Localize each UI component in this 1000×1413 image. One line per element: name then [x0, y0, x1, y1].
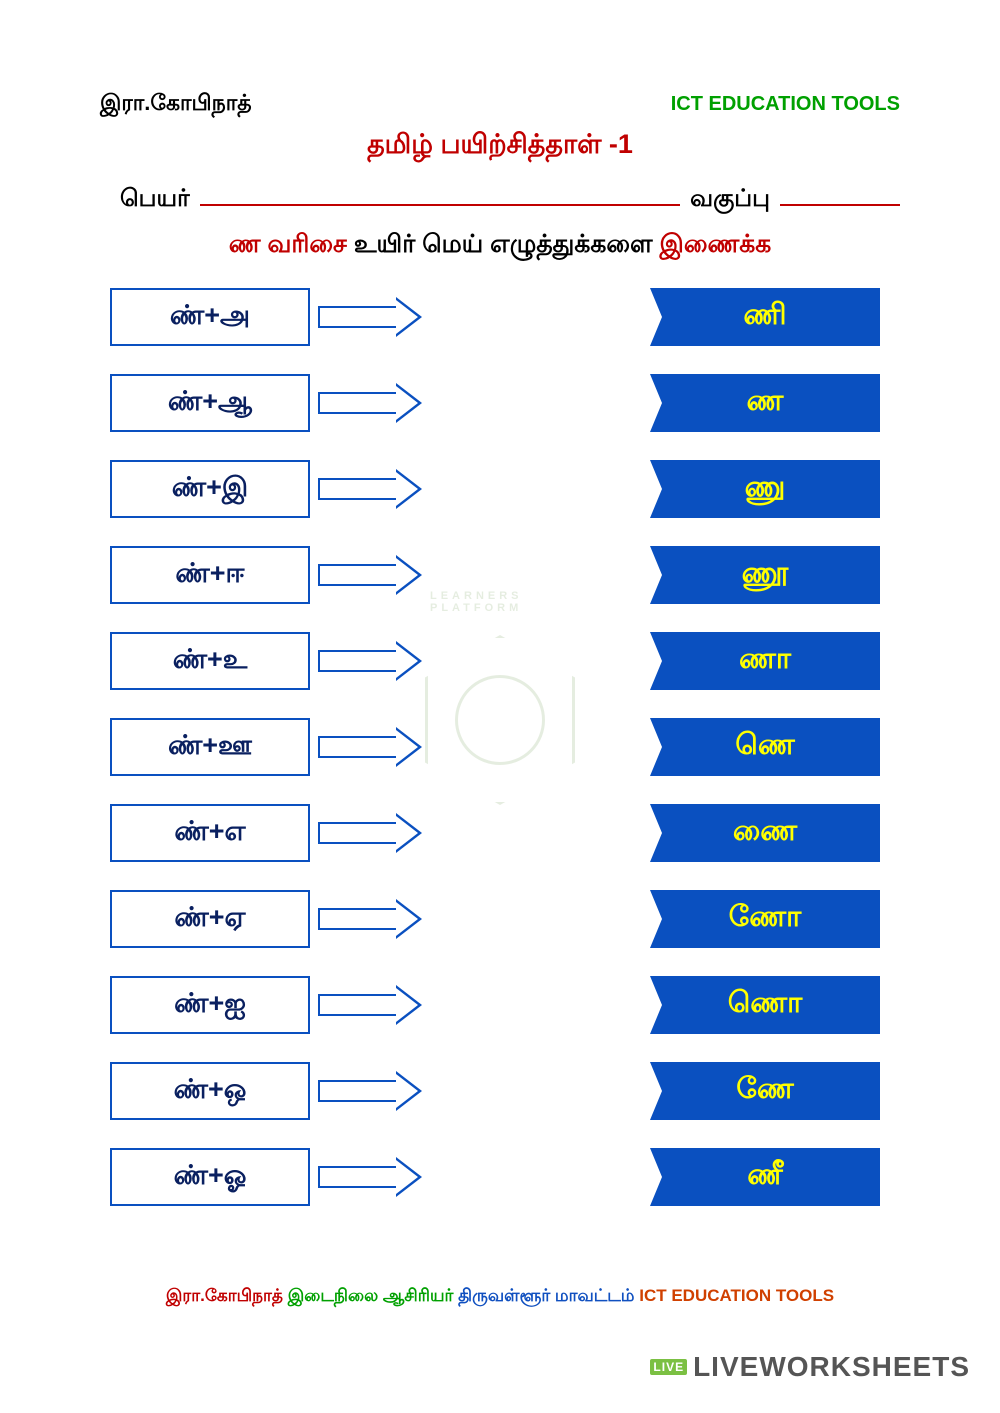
footer-brand: ICT EDUCATION TOOLS: [639, 1286, 834, 1305]
left-combination-box[interactable]: ண்+இ: [110, 460, 310, 518]
right-answer-box[interactable]: ணீ: [650, 1148, 880, 1206]
match-row: ண்+ஐ ணொ: [110, 975, 900, 1035]
match-row: ண்+ஏ ணோ: [110, 889, 900, 949]
match-row: ண்+ஒ ணே: [110, 1061, 900, 1121]
name-label: பெயர்: [120, 185, 190, 215]
arrow-icon: [318, 386, 428, 420]
match-row: ண்+ஈ ணூ: [110, 545, 900, 605]
match-row: ண்+ஆ ண: [110, 373, 900, 433]
right-answer-box[interactable]: ணெ: [650, 718, 880, 776]
match-row: ண்+ஊ ணெ: [110, 717, 900, 777]
arrow-icon: [318, 730, 428, 764]
footer-role: இடைநிலை ஆசிரியர்: [288, 1286, 454, 1305]
arrow-icon: [318, 1160, 428, 1194]
liveworksheets-watermark: LIVE LIVEWORKSHEETS: [650, 1351, 970, 1383]
left-combination-box[interactable]: ண்+ஒ: [110, 1062, 310, 1120]
arrow-icon: [318, 1074, 428, 1108]
name-input-line[interactable]: [200, 184, 680, 206]
match-row: ண்+அ ணி: [110, 287, 900, 347]
author-name-top: இரா.கோபிநாத்: [100, 90, 252, 119]
left-combination-box[interactable]: ண்+ஐ: [110, 976, 310, 1034]
watermark-text-bottom: LIVEWORKSHEETS: [693, 1351, 970, 1383]
arrow-icon: [318, 988, 428, 1022]
footer: இரா.கோபிநாத் இடைநிலை ஆசிரியர் திருவள்ளூர…: [90, 1286, 910, 1308]
brand-top: ICT EDUCATION TOOLS: [671, 93, 900, 116]
arrow-icon: [318, 644, 428, 678]
arrow-icon: [318, 816, 428, 850]
header-row: இரா.கோபிநாத் ICT EDUCATION TOOLS: [100, 90, 900, 119]
right-answer-box[interactable]: ணா: [650, 632, 880, 690]
arrow-icon: [318, 472, 428, 506]
class-input-line[interactable]: [780, 184, 900, 206]
left-combination-box[interactable]: ண்+அ: [110, 288, 310, 346]
right-answer-box[interactable]: ணு: [650, 460, 880, 518]
left-combination-box[interactable]: ண்+எ: [110, 804, 310, 862]
left-combination-box[interactable]: ண்+ஏ: [110, 890, 310, 948]
left-combination-box[interactable]: ண்+ஆ: [110, 374, 310, 432]
footer-author: இரா.கோபிநாத்: [166, 1286, 283, 1305]
left-combination-box[interactable]: ண்+ஓ: [110, 1148, 310, 1206]
worksheet-title: தமிழ் பயிற்சித்தாள் -1: [100, 129, 900, 164]
instruction-part3: இணைக்க: [660, 230, 772, 258]
match-row: ண்+இ ணு: [110, 459, 900, 519]
match-row: ண்+உ ணா: [110, 631, 900, 691]
form-row: பெயர் வகுப்பு: [100, 184, 900, 215]
watermark-badge-icon: LIVE: [650, 1359, 687, 1375]
right-answer-box[interactable]: ணே: [650, 1062, 880, 1120]
left-combination-box[interactable]: ண்+ஊ: [110, 718, 310, 776]
arrow-icon: [318, 558, 428, 592]
arrow-icon: [318, 902, 428, 936]
instruction-part1: ண வரிசை: [229, 230, 347, 258]
instruction-part2: உயிர் மெய் எழுத்துக்களை: [354, 230, 653, 258]
right-answer-box[interactable]: ணை: [650, 804, 880, 862]
footer-district: திருவள்ளூர் மாவட்டம்: [458, 1286, 634, 1305]
right-answer-box[interactable]: ண: [650, 374, 880, 432]
class-label: வகுப்பு: [690, 185, 770, 215]
right-answer-box[interactable]: ணொ: [650, 976, 880, 1034]
match-row: ண்+ஓ ணீ: [110, 1147, 900, 1207]
right-answer-box[interactable]: ணோ: [650, 890, 880, 948]
arrow-icon: [318, 300, 428, 334]
left-combination-box[interactable]: ண்+உ: [110, 632, 310, 690]
left-combination-box[interactable]: ண்+ஈ: [110, 546, 310, 604]
match-row: ண்+எ ணை: [110, 803, 900, 863]
match-container: ண்+அணிண்+ஆணண்+இணுண்+ஈணூண்+உணாண்+ஊணெண்+எண…: [100, 287, 900, 1207]
right-answer-box[interactable]: ணி: [650, 288, 880, 346]
right-answer-box[interactable]: ணூ: [650, 546, 880, 604]
instruction-text: ண வரிசை உயிர் மெய் எழுத்துக்களை இணைக்க: [100, 230, 900, 262]
